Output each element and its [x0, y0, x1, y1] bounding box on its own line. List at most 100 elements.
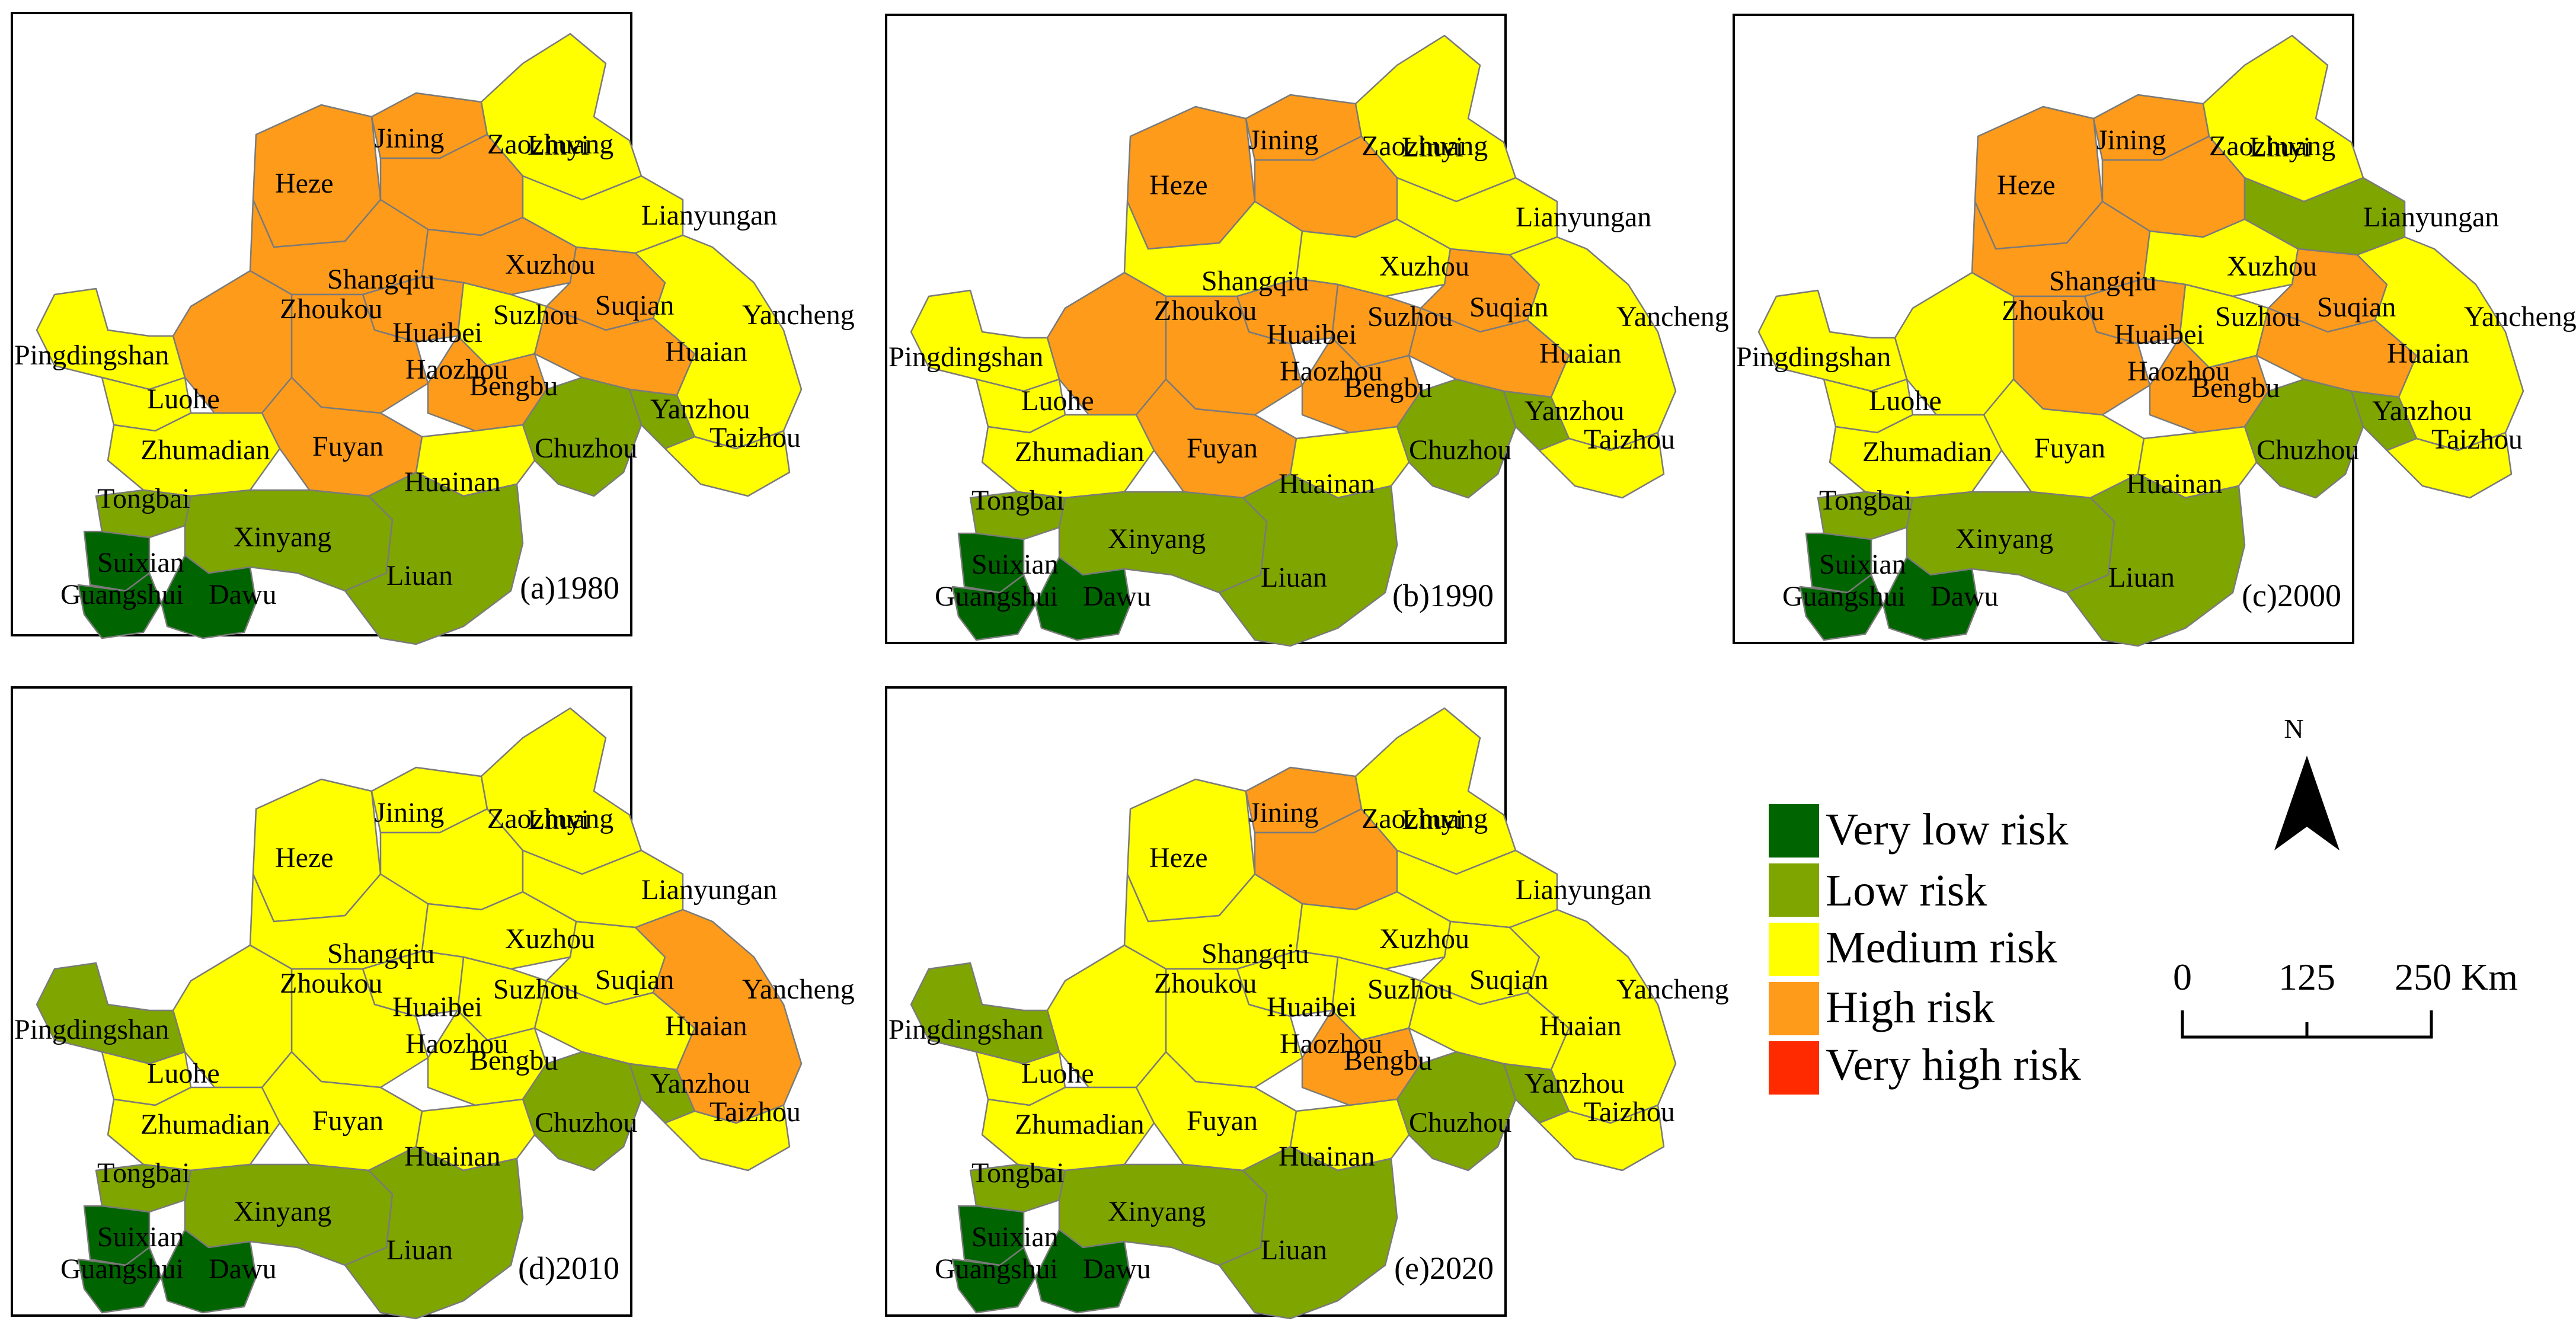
legend-swatch-very-low: [1769, 804, 1819, 858]
region-label-dawu: Dawu: [1083, 1253, 1151, 1285]
region-label-dawu: Dawu: [1083, 581, 1151, 612]
region-label-lianyungan: Lianyungan: [641, 200, 777, 231]
region-label-luohe: Luohe: [1021, 385, 1094, 417]
region-label-suzhou: Suzhou: [493, 974, 579, 1005]
panel-title: (d)2010: [518, 1250, 619, 1286]
region-linyi: [1354, 707, 1517, 875]
region-label-dawu: Dawu: [1931, 581, 1999, 612]
panel-title: (a)1980: [520, 570, 619, 606]
region-label-xuzhou: Xuzhou: [505, 249, 595, 280]
region-label-bengbu: Bengbu: [2191, 372, 2280, 404]
panel-title: (b)1990: [1392, 578, 1494, 613]
region-guangshui: [951, 1246, 1037, 1314]
region-label-heze: Heze: [275, 168, 334, 199]
region-guangshui: [951, 574, 1037, 641]
region-chuzhou: [522, 1051, 643, 1172]
region-label-haozhou: Haozhou: [2127, 356, 2230, 387]
region-label-xinyang: Xinyang: [1955, 523, 2053, 555]
region-label-zhoukou: Zhoukou: [2002, 295, 2104, 327]
region-label-linyi: Linyi: [528, 804, 589, 836]
region-label-yanzhou: Yanzhou: [650, 1068, 750, 1099]
region-chuzhou: [1396, 1051, 1517, 1172]
region-label-jining: Jining: [375, 797, 444, 828]
scale-tick-0: 0: [2173, 956, 2192, 998]
region-linyi: [1354, 34, 1517, 203]
region-label-huaian: Huaian: [665, 1010, 747, 1042]
region-label-haozhou: Haozhou: [405, 354, 508, 385]
region-label-huainan: Huainan: [2126, 468, 2223, 500]
region-label-chuzhou: Chuzhou: [1409, 434, 1511, 466]
region-label-bengbu: Bengbu: [469, 1045, 558, 1076]
region-dawu: [160, 1228, 257, 1314]
legend-swatch-medium: [1769, 923, 1819, 976]
scale-tick-250: 250 Km: [2395, 956, 2518, 998]
region-label-huainan: Huainan: [404, 1141, 501, 1172]
legend-swatch-low: [1769, 863, 1819, 917]
region-label-pingdingshan: Pingdingshan: [889, 1014, 1043, 1045]
region-taizhou: [2386, 431, 2513, 499]
region-label-guangshui: Guangshui: [60, 1253, 184, 1285]
region-label-yancheng: Yancheng: [742, 299, 855, 331]
region-label-tongbai: Tongbai: [97, 1157, 190, 1189]
legend-label-low: Low risk: [1826, 866, 1987, 916]
region-label-zhoukou: Zhoukou: [280, 293, 382, 325]
region-label-xinyang: Xinyang: [1108, 523, 1206, 555]
region-label-zhoukou: Zhoukou: [1154, 968, 1257, 999]
region-label-linyi: Linyi: [2249, 132, 2311, 163]
region-label-suzhou: Suzhou: [2215, 301, 2300, 332]
region-label-luohe: Luohe: [1869, 385, 1942, 417]
region-label-suixian: Suixian: [971, 1221, 1059, 1253]
region-label-xuzhou: Xuzhou: [505, 923, 595, 955]
region-dawu: [1882, 556, 1979, 641]
region-liuan: [2066, 473, 2246, 647]
region-label-haozhou: Haozhou: [1280, 356, 1382, 387]
region-label-shangqiu: Shangqiu: [1201, 265, 1309, 297]
region-label-chuzhou: Chuzhou: [2257, 434, 2359, 466]
region-label-jining: Jining: [375, 123, 444, 154]
region-label-huainan: Huainan: [1279, 1141, 1375, 1172]
legend-label-very-high: Very high risk: [1826, 1040, 2081, 1090]
region-label-luohe: Luohe: [1021, 1058, 1094, 1089]
region-label-haozhou: Haozhou: [1280, 1028, 1382, 1060]
region-label-bengbu: Bengbu: [1344, 1045, 1432, 1076]
region-label-fuyan: Fuyan: [1187, 433, 1258, 464]
scale-bar: 0 125 250 Km: [2173, 956, 2518, 1039]
region-label-guangshui: Guangshui: [1782, 581, 1906, 612]
region-label-xuzhou: Xuzhou: [2227, 251, 2317, 282]
region-label-suixian: Suixian: [97, 547, 184, 578]
region-label-liuan: Liuan: [386, 560, 453, 591]
region-guangshui: [77, 1246, 162, 1314]
region-chuzhou: [1396, 378, 1517, 499]
region-label-suqian: Suqian: [1469, 964, 1548, 996]
region-label-fuyan: Fuyan: [2034, 433, 2105, 464]
region-label-tongbai: Tongbai: [971, 485, 1065, 516]
region-chuzhou: [522, 376, 643, 497]
region-label-suixian: Suixian: [97, 1221, 184, 1253]
region-label-yanzhou: Yanzhou: [650, 393, 750, 425]
region-label-dawu: Dawu: [209, 579, 277, 610]
legend-swatch-very-high: [1769, 1041, 1819, 1095]
region-taizhou: [664, 430, 791, 497]
region-guangshui: [1799, 574, 1884, 641]
region-dawu: [1034, 1228, 1132, 1314]
region-label-chuzhou: Chuzhou: [1409, 1107, 1511, 1138]
region-label-chuzhou: Chuzhou: [535, 1107, 637, 1138]
north-label: N: [2284, 714, 2303, 744]
region-label-suqian: Suqian: [2317, 292, 2396, 323]
region-dawu: [1034, 556, 1132, 641]
region-label-shangqiu: Shangqiu: [2049, 265, 2156, 297]
region-label-tongbai: Tongbai: [971, 1157, 1065, 1189]
region-taizhou: [1538, 1104, 1665, 1172]
region-label-zhoukou: Zhoukou: [1154, 295, 1257, 327]
region-label-zhumadian: Zhumadian: [140, 434, 270, 466]
region-label-bengbu: Bengbu: [469, 370, 558, 402]
region-label-lianyungan: Lianyungan: [641, 874, 777, 906]
region-label-suixian: Suixian: [971, 549, 1059, 580]
region-label-zhumadian: Zhumadian: [1015, 1109, 1145, 1140]
region-label-suzhou: Suzhou: [1367, 974, 1453, 1005]
panel-title: (e)2020: [1394, 1250, 1494, 1286]
region-label-huaian: Huaian: [665, 336, 747, 367]
region-chuzhou: [2243, 378, 2364, 499]
region-label-huaibei: Huaibei: [392, 991, 482, 1023]
